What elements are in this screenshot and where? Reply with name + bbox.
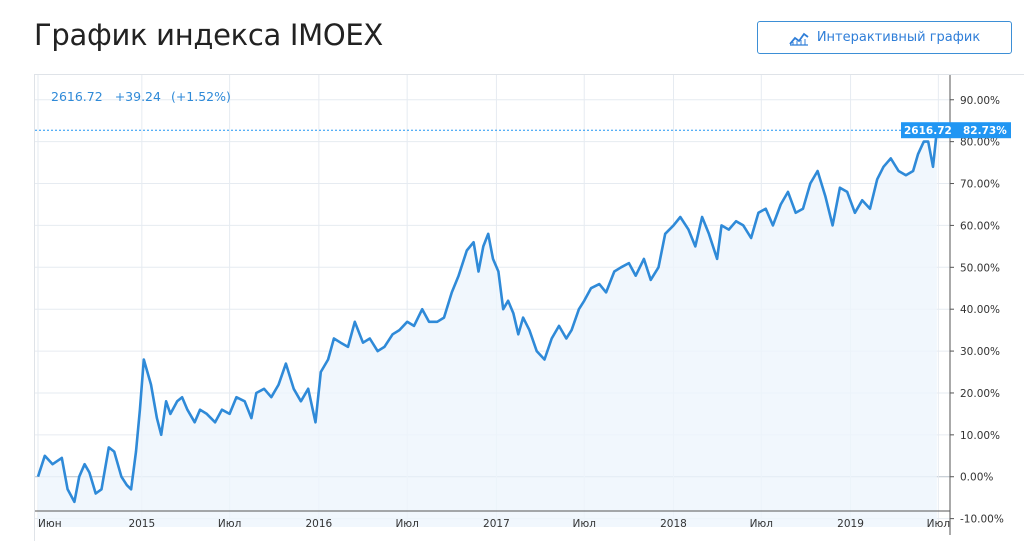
y-tick-label: 10.00% <box>960 430 1000 442</box>
y-tick-label: 80.00% <box>960 137 1000 149</box>
x-tick-label: Июн <box>38 518 62 530</box>
chart-line-icon <box>789 30 809 46</box>
y-tick-label: 20.00% <box>960 388 1000 400</box>
quote-change: +39.24 <box>115 89 161 104</box>
last-value-tag-pct: 82.73% <box>963 125 1007 137</box>
last-value-tag-value: 2616.72 <box>904 125 952 137</box>
y-tick-label: 60.00% <box>960 220 1000 232</box>
quote-readout: 2616.72 +39.24 (+1.52%) <box>51 89 231 104</box>
interactive-chart-button-label: Интерактивный график <box>817 30 980 45</box>
y-tick-label: 50.00% <box>960 262 1000 274</box>
page-title: График индекса IMOEX <box>34 18 383 52</box>
x-tick-label: 2018 <box>660 518 687 530</box>
y-tick-labels: 90.00% 80.00% 70.00% 60.00% 50.00% 40.00% 30.0… <box>950 95 1004 526</box>
y-tick-label: 90.00% <box>960 95 1000 107</box>
y-tick-label: 70.00% <box>960 179 1000 191</box>
y-tick-label: 30.00% <box>960 346 1000 358</box>
imoex-chart[interactable]: 90.00% 80.00% 70.00% 60.00% 50.00% 40.00% 30.0… <box>35 75 1024 542</box>
x-tick-label: Июл <box>573 518 596 530</box>
x-tick-label: Июл <box>750 518 773 530</box>
x-tick-label: Июл <box>395 518 418 530</box>
x-tick-label: Июл <box>218 518 241 530</box>
chart-frame: 90.00% 80.00% 70.00% 60.00% 50.00% 40.00% 30.0… <box>34 74 1024 541</box>
quote-value: 2616.72 <box>51 89 103 104</box>
last-value-tag: 2616.72 82.73% <box>901 122 1011 138</box>
interactive-chart-button[interactable]: Интерактивный график <box>757 21 1012 54</box>
x-tick-label: 2016 <box>306 518 333 530</box>
x-tick-label: 2019 <box>837 518 864 530</box>
quote-change-pct: (+1.52%) <box>171 89 231 104</box>
y-tick-label: 0.00% <box>960 472 993 484</box>
y-tick-label: -10.00% <box>960 514 1004 526</box>
x-tick-label: 2017 <box>483 518 510 530</box>
y-tick-label: 40.00% <box>960 304 1000 316</box>
x-tick-label: 2015 <box>128 518 155 530</box>
area-fill <box>38 130 937 527</box>
x-tick-label: Июл <box>927 518 950 530</box>
